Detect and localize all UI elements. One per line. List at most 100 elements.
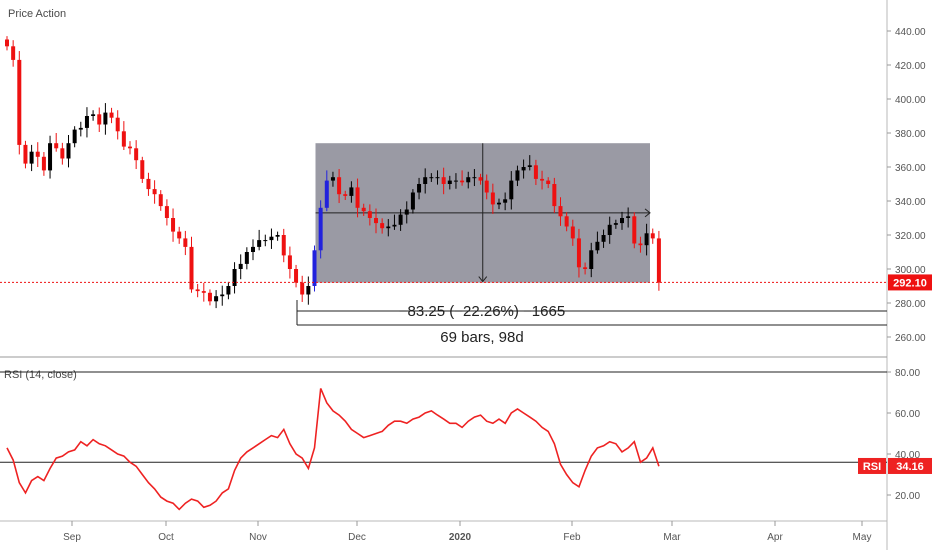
candle-body[interactable] (650, 233, 655, 239)
candle-body[interactable] (466, 177, 471, 183)
candle-body[interactable] (226, 286, 231, 295)
candle-body[interactable] (355, 187, 360, 208)
candle-body[interactable] (540, 178, 545, 181)
candle-body[interactable] (484, 180, 489, 193)
candle-body[interactable] (435, 177, 440, 179)
candle-body[interactable] (312, 250, 317, 286)
candle-body[interactable] (521, 167, 526, 171)
candle-body[interactable] (417, 184, 422, 193)
candle-body[interactable] (607, 224, 612, 235)
candle-body[interactable] (398, 214, 403, 225)
candle-body[interactable] (134, 148, 139, 161)
candle-body[interactable] (546, 180, 551, 184)
candle-body[interactable] (257, 240, 262, 247)
candle-body[interactable] (330, 177, 335, 181)
candle-body[interactable] (244, 252, 249, 264)
candle-body[interactable] (78, 127, 83, 130)
candle-body[interactable] (644, 233, 649, 246)
candle-body[interactable] (558, 206, 563, 217)
candle-body[interactable] (60, 148, 65, 159)
candle-body[interactable] (509, 180, 514, 200)
candle-body[interactable] (220, 294, 225, 297)
candle-body[interactable] (294, 269, 299, 283)
candle-body[interactable] (552, 184, 557, 207)
candle-body[interactable] (386, 226, 391, 229)
candle-body[interactable] (472, 177, 477, 179)
candle-body[interactable] (238, 263, 243, 269)
candle-body[interactable] (11, 46, 16, 60)
candle-body[interactable] (318, 207, 323, 251)
candle-body[interactable] (300, 282, 305, 295)
candle-body[interactable] (533, 165, 538, 179)
candle-body[interactable] (478, 177, 483, 181)
candle-body[interactable] (410, 192, 415, 210)
candle-body[interactable] (570, 226, 575, 239)
candle-body[interactable] (656, 238, 661, 283)
candle-body[interactable] (287, 255, 292, 269)
candle-body[interactable] (23, 144, 28, 164)
candle-body[interactable] (423, 177, 428, 184)
candle-body[interactable] (324, 180, 329, 208)
candle-body[interactable] (441, 177, 446, 184)
candle-body[interactable] (374, 218, 378, 224)
candle-body[interactable] (207, 292, 212, 302)
candle-body[interactable] (503, 199, 508, 203)
candle-body[interactable] (146, 178, 151, 190)
candle-body[interactable] (189, 246, 194, 290)
candle-body[interactable] (306, 286, 311, 295)
candle-body[interactable] (589, 250, 594, 269)
candle-body[interactable] (380, 223, 385, 229)
candle-body[interactable] (177, 231, 182, 239)
candle-body[interactable] (497, 202, 501, 205)
candle-body[interactable] (460, 180, 465, 183)
candle-body[interactable] (214, 296, 219, 302)
candle-body[interactable] (72, 129, 77, 144)
candle-body[interactable] (269, 236, 274, 241)
candle-body[interactable] (251, 246, 255, 252)
candle-body[interactable] (121, 131, 126, 147)
candle-body[interactable] (152, 189, 157, 195)
candle-body[interactable] (35, 151, 40, 157)
candle-body[interactable] (361, 207, 366, 212)
candle-body[interactable] (620, 218, 624, 224)
candle-body[interactable] (564, 216, 569, 227)
candle-body[interactable] (275, 235, 280, 237)
candle-body[interactable] (349, 187, 354, 196)
candle-body[interactable] (97, 114, 102, 125)
candle-body[interactable] (183, 238, 188, 247)
candle-body[interactable] (128, 146, 132, 149)
candle-body[interactable] (48, 143, 53, 171)
candle-body[interactable] (103, 112, 108, 125)
candle-body[interactable] (84, 116, 89, 128)
candle-body[interactable] (601, 235, 606, 242)
candle-body[interactable] (638, 243, 643, 246)
candle-body[interactable] (171, 218, 176, 232)
candle-body[interactable] (343, 194, 348, 196)
candle-body[interactable] (490, 192, 495, 205)
candle-body[interactable] (632, 216, 637, 244)
candle-body[interactable] (527, 165, 532, 167)
candle-body[interactable] (115, 117, 120, 132)
candle-body[interactable] (195, 289, 200, 292)
candle-body[interactable] (392, 224, 397, 227)
candle-body[interactable] (595, 241, 600, 251)
candle-body[interactable] (29, 151, 34, 164)
candle-body[interactable] (263, 240, 268, 242)
candle-body[interactable] (109, 112, 114, 118)
candle-body[interactable] (158, 194, 163, 207)
candle-body[interactable] (429, 177, 434, 179)
candle-body[interactable] (17, 59, 22, 145)
candle-body[interactable] (453, 180, 458, 182)
candle-body[interactable] (140, 160, 145, 179)
candle-body[interactable] (201, 291, 206, 293)
candle-body[interactable] (232, 269, 237, 286)
candle-body[interactable] (447, 180, 452, 184)
candle-body[interactable] (91, 114, 96, 116)
candle-body[interactable] (337, 177, 342, 195)
candle-body[interactable] (515, 170, 520, 181)
candle-body[interactable] (281, 235, 286, 256)
candle-body[interactable] (5, 39, 9, 47)
candle-body[interactable] (626, 216, 631, 218)
candle-body[interactable] (576, 238, 581, 268)
